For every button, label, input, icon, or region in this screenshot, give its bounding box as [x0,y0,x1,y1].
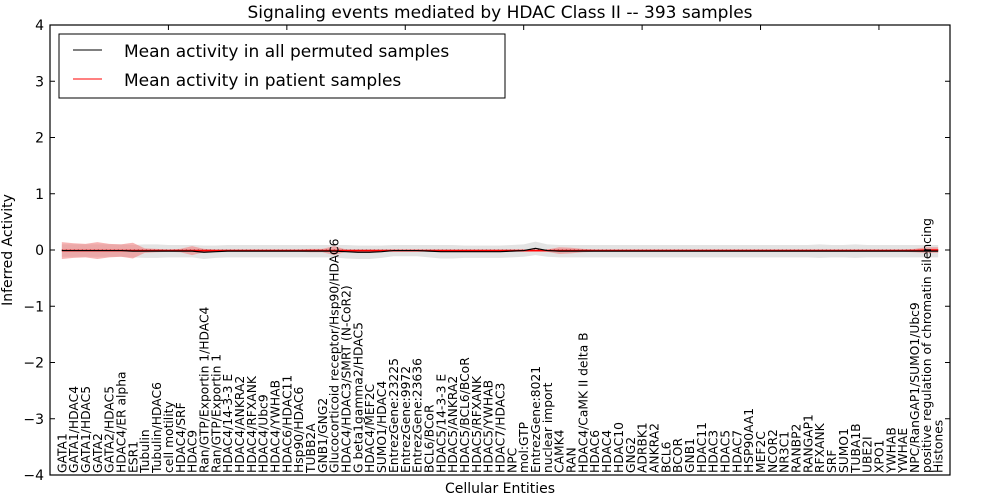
x-tick-label: SRF [825,450,839,473]
legend-label-patient: Mean activity in patient samples [124,71,401,91]
x-tick-label: Tubulin/HDAC6 [150,382,164,474]
x-tick-label: SUMO1 [837,428,851,473]
x-tick-labels: GATA1GATA1/HDAC4GATA1/HDAC5GATA2GATA2/HD… [55,218,945,474]
x-tick-label: HDAC4/RFXANK [245,375,259,473]
x-tick-label: HDAC5/ANKRA2 [446,376,460,473]
x-tick-label: YWHAB [884,427,898,474]
x-tick-label: GATA1/HDAC4 [67,386,81,473]
y-tick-label: −3 [23,412,44,428]
x-tick-label: GNG2 [624,437,638,473]
plot-frame [49,24,951,476]
series-lines [61,247,939,253]
x-tick-label: HDAC4/SRF [174,402,188,473]
x-tick-label: ESR1 [126,441,140,473]
ticks: −4 −3 −2 −1 0 1 2 3 4 [23,18,950,484]
x-tick-label: HDAC6 [588,430,602,473]
x-tick-label: RFXANK [813,422,827,473]
x-tick-label: UBE2I [861,436,875,473]
x-tick-label: HDAC7 [730,430,744,473]
series-line-permuted [61,247,939,253]
x-tick-label: HDAC4/YWHAB [269,380,283,473]
x-tick-label: Histones [932,420,946,473]
x-tick-label: BCOR [671,438,685,473]
x-tick-label: HDAC5/YWHAB [482,380,496,473]
x-tick-label: EntrezGene:8021 [529,366,543,473]
x-tick-label: ANKRA2 [647,423,661,473]
x-tick-label: GATA1/HDAC5 [79,386,93,473]
x-tick-label: ADRBK1 [636,422,650,473]
x-tick-label: TUBA1B [849,423,863,474]
legend: Mean activity in all permuted samples Me… [58,33,506,99]
y-axis-label: Inferred Activity [0,194,16,306]
x-tick-label: HDAC4 [600,430,614,473]
x-tick-label: Ran/GTP/Exportin 1/HDAC4 [197,306,211,473]
x-tick-label: CAMK4 [553,429,567,473]
x-tick-label: HSP90AA1 [742,408,756,473]
x-tick-label: TUBB2A [304,423,318,474]
y-tick-label: −4 [23,468,44,484]
x-tick-label: HDAC4/ANKRA2 [233,376,247,473]
x-tick-label: HDAC10 [612,422,626,473]
legend-box [58,33,506,99]
x-tick-label: HDAC5/14-3-3 E [434,374,448,473]
x-tick-label: GNB1/GNG2 [316,398,330,473]
x-tick-label: HDAC4/HDAC3/SMRT (N-CoR2) [340,285,354,473]
x-tick-label: HDAC6/HDAC11 [280,375,294,473]
x-tick-label: GATA2 [91,433,105,473]
y-tick-label: 2 [35,131,44,147]
x-tick-label: YWHAE [896,428,910,474]
y-tick-label: 1 [35,187,44,203]
x-tick-label: BCL6/BCoR [422,404,436,473]
x-tick-label: NR3C1 [778,431,792,473]
x-tick-label: RANGAP1 [801,414,815,473]
x-tick-label: HDAC5 [719,430,733,473]
x-tick-label: HDAC11 [695,422,709,473]
x-tick-label: EntrezGene:23225 [387,358,401,473]
y-tick-label: 3 [35,74,44,90]
x-tick-label: SUMO1/HDAC4 [375,381,389,473]
x-tick-label: NPC/RanGAP1/SUMO1/Ubc9 [908,302,922,473]
x-tick-label: RAN [565,447,579,473]
x-tick-label: EntrezGene:9972 [399,366,413,473]
x-tick-label: nuclear import [541,382,555,473]
series-line-patient [61,249,939,252]
y-tick-label: 0 [35,243,44,259]
x-tick-label: HDAC7/HDAC3 [494,383,508,473]
x-tick-label: HDAC3 [707,430,721,473]
x-tick-label: cell motility [162,401,176,473]
x-tick-label: GNB1 [683,438,697,473]
x-tick-label: positive regulation of chromatin silenci… [920,218,934,473]
x-tick-label: HDAC4/ER alpha [115,371,129,473]
x-tick-label: HDAC9 [186,430,200,473]
x-tick-label: Ran/GTP/Exportin 1 [209,354,223,473]
x-tick-label: MEF2C [754,431,768,473]
x-tick-label: NPC [505,448,519,473]
y-tick-label: −2 [23,356,44,372]
x-tick-label: HDAC4/14-3-3 E [221,374,235,473]
y-tick-label: −1 [23,299,44,315]
x-tick-label: Hsp90/HDAC6 [292,386,306,473]
x-tick-label: NCOR2 [766,429,780,473]
x-tick-label: GATA1 [55,433,69,473]
x-tick-label: EntrezGene:23636 [411,358,425,473]
x-tick-label: Tubulin [138,429,152,474]
x-tick-label: HDAC4/MEF2C [363,384,377,473]
x-tick-label: HDAC4/CaMK II delta B [576,332,590,473]
x-tick-label: Glucocorticoid receptor/Hsp90/HDAC6 [328,238,342,473]
x-tick-label: GATA2/HDAC5 [103,386,117,473]
x-tick-label: HDAC5/BCL6/BCoR [458,357,472,473]
x-tick-label: HDAC4/Ubc9 [257,394,271,473]
x-tick-label: HDAC5/RFXANK [470,375,484,473]
x-tick-label: XPO1 [872,440,886,473]
x-tick-label: RANBP2 [790,424,804,473]
y-tick-label: 4 [35,18,44,34]
x-tick-label: G beta1gamma2/HDAC5 [351,322,365,473]
chart-title: Signaling events mediated by HDAC Class … [247,3,752,23]
legend-label-permuted: Mean activity in all permuted samples [124,42,449,62]
x-tick-label: BCL6 [659,441,673,473]
x-axis-label: Cellular Entities [445,481,555,497]
x-tick-label: mol:GTP [517,422,531,473]
